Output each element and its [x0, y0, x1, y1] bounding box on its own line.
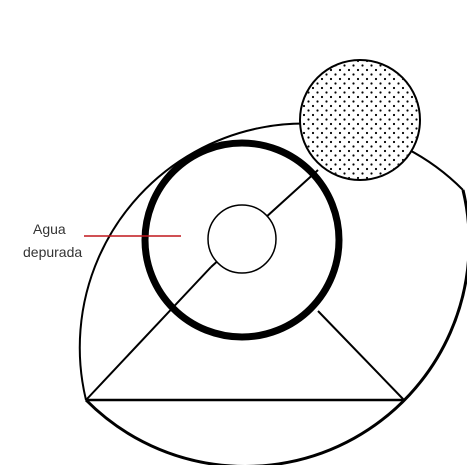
outer-wall-lower — [84, 189, 467, 465]
outer-wall-dashed-top — [159, 12, 331, 34]
dotted-filter-fill — [301, 61, 419, 179]
outer-wall-upper — [78, 122, 464, 401]
divider-line-lower-right — [317, 310, 405, 401]
label-depurada: depurada — [23, 244, 82, 260]
label-agua: Agua — [33, 221, 66, 237]
divider-line-lower-left — [85, 266, 212, 401]
center-circle — [207, 204, 277, 274]
inner-ring — [141, 139, 343, 341]
